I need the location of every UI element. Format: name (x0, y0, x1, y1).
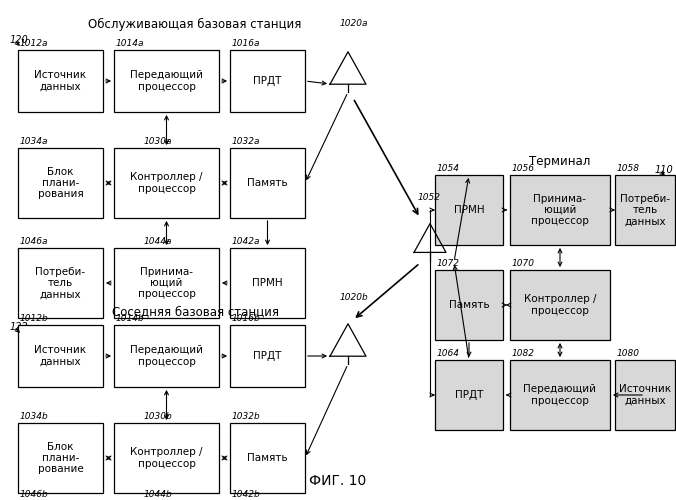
Text: 1044b: 1044b (144, 490, 173, 499)
Text: ПРДТ: ПРДТ (254, 76, 282, 86)
Text: ПРМН: ПРМН (252, 278, 283, 288)
Bar (114, 248, 219, 318)
Text: Память: Память (247, 178, 288, 188)
Bar (114, 50, 219, 112)
Text: ПРМН: ПРМН (454, 205, 484, 215)
Text: 1046b: 1046b (20, 490, 49, 499)
Text: 1054: 1054 (437, 164, 460, 173)
Bar (18, 148, 103, 218)
Text: 1072: 1072 (437, 259, 460, 268)
Text: 1032b: 1032b (232, 412, 261, 421)
Bar (18, 50, 103, 112)
Text: Передающий
процессор: Передающий процессор (130, 346, 203, 366)
Bar (230, 248, 305, 318)
Text: 1052: 1052 (418, 193, 441, 202)
Text: 1082: 1082 (512, 349, 535, 358)
Bar (114, 423, 219, 493)
Text: ФИГ. 10: ФИГ. 10 (310, 474, 366, 488)
Bar (510, 360, 610, 430)
Text: Блок
плани-
рование: Блок плани- рование (38, 442, 83, 474)
Text: 1064: 1064 (437, 349, 460, 358)
Text: 1034b: 1034b (20, 412, 49, 421)
Text: 120: 120 (10, 35, 29, 45)
Text: 1014b: 1014b (116, 314, 145, 323)
Text: 1016a: 1016a (232, 39, 260, 48)
Text: ПРДТ: ПРДТ (455, 390, 483, 400)
Text: Обслуживающая базовая станция: Обслуживающая базовая станция (89, 18, 301, 31)
Text: 1080: 1080 (617, 349, 640, 358)
Text: 1046a: 1046a (20, 237, 49, 246)
Text: Принима-
ющий
процессор: Принима- ющий процессор (531, 194, 589, 226)
Text: 110: 110 (655, 165, 674, 175)
Bar (18, 423, 103, 493)
Text: 1012a: 1012a (20, 39, 49, 48)
Text: 1034a: 1034a (20, 137, 49, 146)
Bar (510, 175, 610, 245)
Bar (230, 50, 305, 112)
Text: 1044a: 1044a (144, 237, 172, 246)
Text: Соседняя базовая станция: Соседняя базовая станция (112, 305, 279, 318)
Text: Терминал: Терминал (529, 155, 591, 168)
Text: 1042b: 1042b (232, 490, 261, 499)
Bar (230, 325, 305, 387)
Text: 1032a: 1032a (232, 137, 260, 146)
Text: 1014a: 1014a (116, 39, 145, 48)
Bar (435, 270, 503, 340)
Bar (230, 148, 305, 218)
Text: Принима-
ющий
процессор: Принима- ющий процессор (137, 267, 195, 299)
Text: Источник
данных: Источник данных (34, 346, 87, 366)
Text: Источник
данных: Источник данных (34, 70, 87, 92)
Text: 1016b: 1016b (232, 314, 261, 323)
Bar (230, 423, 305, 493)
Bar (510, 270, 610, 340)
Text: Контроллер /
процессор: Контроллер / процессор (524, 294, 596, 316)
Bar (18, 248, 103, 318)
Text: Потреби-
тель
данных: Потреби- тель данных (35, 267, 86, 299)
Text: Потреби-
тель
данных: Потреби- тель данных (620, 194, 670, 226)
Bar (435, 175, 503, 245)
Bar (114, 325, 219, 387)
Text: 1058: 1058 (617, 164, 640, 173)
Text: ПРДТ: ПРДТ (254, 351, 282, 361)
Bar (615, 175, 675, 245)
Text: Передающий
процессор: Передающий процессор (523, 384, 596, 406)
Text: Источник
данных: Источник данных (619, 384, 671, 406)
Text: Передающий
процессор: Передающий процессор (130, 70, 203, 92)
Text: Контроллер /
процессор: Контроллер / процессор (130, 172, 203, 194)
Text: 1020a: 1020a (340, 19, 368, 28)
Bar (18, 325, 103, 387)
Bar (435, 360, 503, 430)
Text: 122: 122 (10, 322, 29, 332)
Text: Память: Память (247, 453, 288, 463)
Text: 1020b: 1020b (340, 293, 368, 302)
Text: 1070: 1070 (512, 259, 535, 268)
Bar (114, 148, 219, 218)
Text: 1030b: 1030b (144, 412, 173, 421)
Text: 1030a: 1030a (144, 137, 172, 146)
Bar (615, 360, 675, 430)
Text: Блок
плани-
рования: Блок плани- рования (38, 167, 83, 199)
Text: Контроллер /
процессор: Контроллер / процессор (130, 448, 203, 468)
Text: 1056: 1056 (512, 164, 535, 173)
Text: Память: Память (449, 300, 489, 310)
Text: 1012b: 1012b (20, 314, 49, 323)
Text: 1042a: 1042a (232, 237, 260, 246)
